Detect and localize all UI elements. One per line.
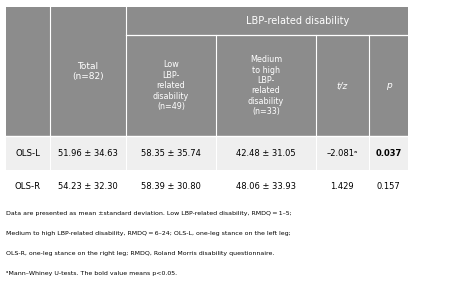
Text: Total
(n=82): Total (n=82) [72, 62, 104, 81]
Bar [369, 7, 408, 136]
Text: 1.429: 1.429 [330, 182, 354, 191]
Text: 0.037: 0.037 [375, 149, 401, 158]
Text: 54.23 ± 32.30: 54.23 ± 32.30 [58, 182, 118, 191]
Bar [6, 170, 50, 204]
Bar [6, 7, 50, 136]
Bar [369, 170, 408, 204]
Bar [50, 170, 126, 204]
Bar [126, 170, 216, 204]
Text: Medium to high LBP-related disability, RMDQ = 6–24; OLS-L, one-leg stance on the: Medium to high LBP-related disability, R… [6, 231, 291, 236]
Text: Data are presented as mean ±standard deviation. Low LBP-related disability, RMDQ: Data are presented as mean ±standard dev… [6, 211, 292, 216]
Text: –2.081ᵃ: –2.081ᵃ [327, 149, 358, 158]
Text: 51.96 ± 34.63: 51.96 ± 34.63 [58, 149, 118, 158]
Text: LBP-related disability: LBP-related disability [246, 16, 349, 26]
Text: OLS-R, one-leg stance on the right leg; RMDQ, Roland Morris disability questionn: OLS-R, one-leg stance on the right leg; … [6, 251, 274, 256]
Text: ᵃMann–Whiney U-tests. The bold value means p<0.05.: ᵃMann–Whiney U-tests. The bold value mea… [6, 271, 177, 276]
Bar [50, 136, 126, 170]
Bar [316, 7, 369, 136]
Text: 48.06 ± 33.93: 48.06 ± 33.93 [236, 182, 296, 191]
Bar [216, 136, 316, 170]
Text: 58.35 ± 35.74: 58.35 ± 35.74 [141, 149, 201, 158]
Bar [216, 7, 316, 136]
Text: 58.39 ± 30.80: 58.39 ± 30.80 [141, 182, 201, 191]
Text: Medium
to high
LBP-
related
disability
(n=33): Medium to high LBP- related disability (… [248, 55, 284, 116]
Bar [6, 136, 50, 170]
Text: 42.48 ± 31.05: 42.48 ± 31.05 [236, 149, 296, 158]
Text: OLS-R: OLS-R [15, 182, 41, 191]
Text: t/z: t/z [337, 81, 348, 90]
Bar [126, 7, 216, 136]
Text: 0.157: 0.157 [377, 182, 401, 191]
Bar [369, 136, 408, 170]
Bar [126, 136, 216, 170]
Bar [50, 7, 126, 136]
Bar [216, 170, 316, 204]
Bar [316, 170, 369, 204]
Bar [316, 136, 369, 170]
Text: p: p [386, 81, 392, 90]
Text: Low
LBP-
related
disability
(n=49): Low LBP- related disability (n=49) [153, 60, 189, 111]
Text: OLS-L: OLS-L [15, 149, 40, 158]
